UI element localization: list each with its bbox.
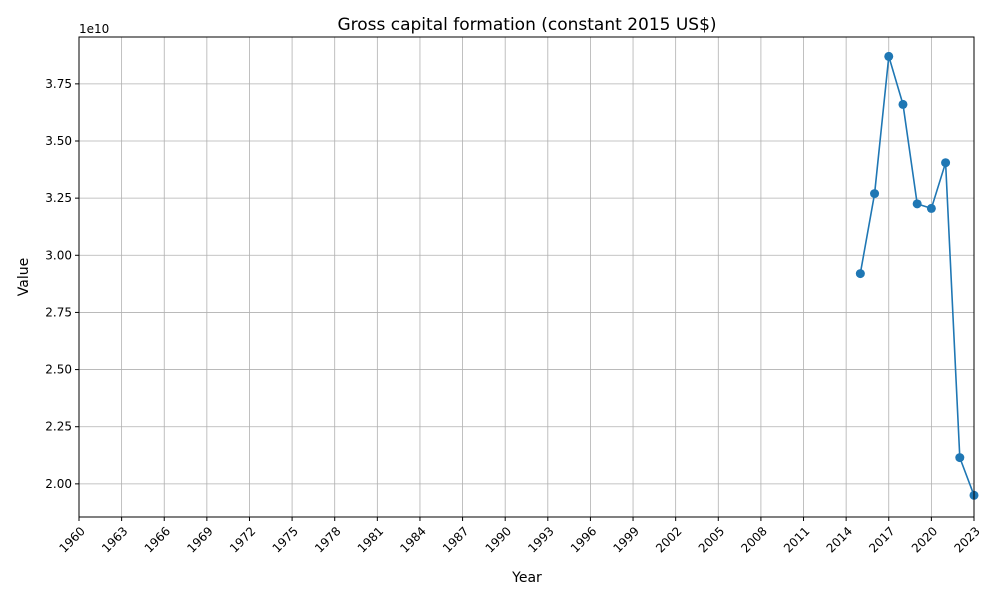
x-axis-label: Year <box>511 570 542 586</box>
x-tick-label: 1975 <box>270 524 301 555</box>
x-tick-label: 2014 <box>824 524 855 555</box>
data-point <box>955 453 965 463</box>
x-tick-label: 1969 <box>184 524 215 555</box>
series-layer <box>855 51 979 500</box>
series-line <box>859 56 975 496</box>
y-axis-ticks: 2.00 2.25 2.50 2.75 3.00 3.25 3.50 3.75 <box>45 77 79 491</box>
y-axis-label: Value <box>16 258 32 296</box>
x-tick-label: 1972 <box>227 524 258 555</box>
x-tick-label: 2002 <box>653 524 684 555</box>
data-point <box>870 189 880 199</box>
chart-title: Gross capital formation (constant 2015 U… <box>337 15 716 35</box>
y-tick-label: 3.00 <box>45 248 72 262</box>
y-tick-label: 2.00 <box>45 477 72 491</box>
x-tick-label: 1963 <box>99 524 130 555</box>
x-tick-label: 1993 <box>525 524 556 555</box>
data-point <box>912 199 922 209</box>
x-tick-label: 1990 <box>483 524 514 555</box>
data-point <box>898 99 908 109</box>
y-tick-label: 3.25 <box>45 191 72 205</box>
data-point <box>884 51 894 61</box>
x-tick-label: 2005 <box>696 524 727 555</box>
x-tick-label: 2023 <box>951 524 982 555</box>
x-tick-label: 1978 <box>312 524 343 555</box>
x-tick-label: 1984 <box>397 524 428 555</box>
y-tick-label: 2.75 <box>45 305 72 319</box>
plot-frame <box>78 36 975 518</box>
x-tick-label: 1981 <box>355 524 386 555</box>
data-point <box>926 203 936 213</box>
x-tick-label: 1960 <box>56 524 87 555</box>
x-tick-label: 2008 <box>738 524 769 555</box>
grid-lines <box>78 37 975 517</box>
x-tick-label: 2020 <box>909 524 940 555</box>
data-point <box>855 269 865 279</box>
x-tick-label: 1966 <box>142 524 173 555</box>
y-tick-label: 2.50 <box>45 363 72 377</box>
y-tick-label: 3.50 <box>45 134 72 148</box>
y-tick-label: 2.25 <box>45 420 72 434</box>
y-tick-label: 3.75 <box>45 77 72 91</box>
data-point <box>941 158 951 168</box>
x-tick-label: 1996 <box>568 524 599 555</box>
y-offset-label: 1e10 <box>79 22 109 36</box>
x-tick-label: 2017 <box>866 524 897 555</box>
x-tick-label: 1999 <box>610 524 641 555</box>
x-tick-label: 2011 <box>781 524 812 555</box>
x-axis-ticks: 1960 1963 1966 1969 1972 1975 1978 1981 1984 1987… <box>56 517 983 556</box>
x-tick-label: 1987 <box>440 524 471 555</box>
